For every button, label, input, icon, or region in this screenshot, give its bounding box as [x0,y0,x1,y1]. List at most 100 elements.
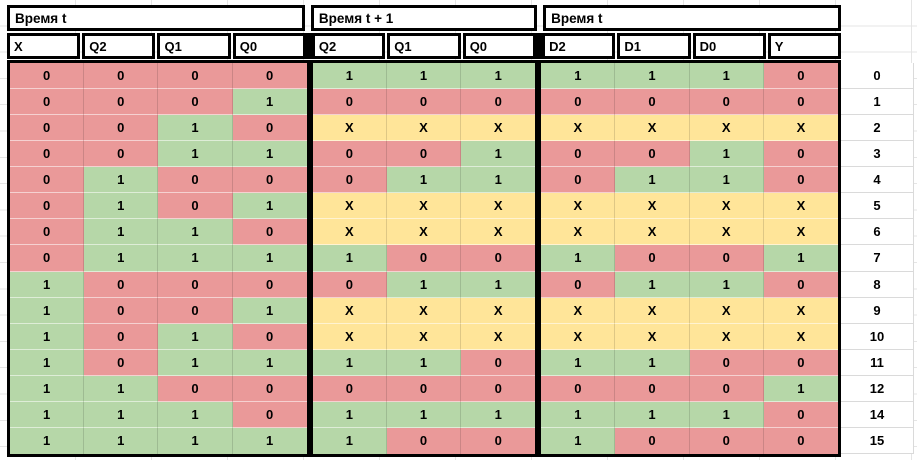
table-cell[interactable]: X [312,193,387,220]
table-cell[interactable]: 0 [84,89,159,116]
table-cell[interactable]: 1 [386,167,462,194]
table-cell[interactable]: 0 [386,245,462,272]
table-cell[interactable]: 1 [615,271,690,298]
table-cell[interactable]: 1 [312,427,387,454]
table-cell[interactable]: 0 [763,167,839,194]
column-header-q0[interactable]: Q0 [232,33,306,59]
table-cell[interactable]: 1 [312,349,387,376]
table-cell[interactable]: 1 [461,401,536,428]
table-cell[interactable]: 1 [158,219,233,246]
table-cell[interactable]: 0 [541,375,616,402]
table-cell[interactable]: 1 [689,63,764,90]
table-cell[interactable]: 0 [84,349,159,376]
table-cell[interactable]: X [763,115,839,142]
table-cell[interactable]: 1 [615,167,690,194]
table-cell[interactable]: 0 [312,167,387,194]
row-number[interactable]: 10 [841,324,913,350]
table-cell[interactable]: 0 [158,297,233,324]
table-cell[interactable]: 1 [10,323,85,350]
table-cell[interactable]: X [615,219,690,246]
table-cell[interactable]: 1 [312,245,387,272]
table-cell[interactable]: 0 [10,193,85,220]
table-cell[interactable]: 0 [615,427,690,454]
table-cell[interactable]: 0 [10,115,85,142]
table-cell[interactable]: 0 [10,141,85,168]
table-cell[interactable]: X [386,323,462,350]
row-number[interactable]: 3 [841,141,913,168]
table-cell[interactable]: 1 [158,349,233,376]
table-cell[interactable]: 0 [763,63,839,90]
table-cell[interactable]: 1 [10,349,85,376]
table-cell[interactable]: X [541,297,616,324]
table-cell[interactable]: 0 [232,219,307,246]
table-cell[interactable]: 0 [461,375,536,402]
table-cell[interactable]: X [689,115,764,142]
table-cell[interactable]: 1 [158,323,233,350]
table-cell[interactable]: 0 [232,271,307,298]
table-cell[interactable]: X [461,323,536,350]
table-cell[interactable]: 0 [615,141,690,168]
table-cell[interactable]: 0 [312,375,387,402]
table-cell[interactable]: 0 [615,245,690,272]
table-cell[interactable]: 1 [541,427,616,454]
table-cell[interactable]: 1 [232,141,307,168]
table-cell[interactable]: 1 [386,349,462,376]
table-cell[interactable]: 0 [689,349,764,376]
table-cell[interactable]: 0 [461,89,536,116]
table-cell[interactable]: X [386,115,462,142]
row-number[interactable]: 11 [841,350,913,376]
table-cell[interactable]: 0 [763,141,839,168]
table-cell[interactable]: 1 [158,141,233,168]
table-cell[interactable]: X [386,193,462,220]
table-cell[interactable]: X [541,193,616,220]
table-cell[interactable]: 0 [10,219,85,246]
table-cell[interactable]: 0 [615,375,690,402]
table-cell[interactable]: 0 [158,63,233,90]
table-cell[interactable]: 1 [386,63,462,90]
table-cell[interactable]: 1 [232,89,307,116]
table-cell[interactable]: X [312,297,387,324]
row-number[interactable]: 1 [841,89,913,116]
table-cell[interactable]: 0 [232,63,307,90]
table-cell[interactable]: 0 [615,89,690,116]
table-cell[interactable]: 0 [232,167,307,194]
table-cell[interactable]: 0 [386,375,462,402]
table-cell[interactable]: 0 [84,141,159,168]
table-cell[interactable]: 1 [763,245,839,272]
table-cell[interactable]: 0 [312,89,387,116]
table-cell[interactable]: 1 [232,297,307,324]
table-cell[interactable]: X [689,297,764,324]
table-cell[interactable]: 1 [158,245,233,272]
table-cell[interactable]: 1 [541,401,616,428]
table-cell[interactable]: 0 [158,193,233,220]
table-cell[interactable]: 0 [541,141,616,168]
table-cell[interactable]: X [461,193,536,220]
table-cell[interactable]: 0 [232,375,307,402]
table-cell[interactable]: X [461,297,536,324]
table-cell[interactable]: 0 [158,167,233,194]
table-cell[interactable]: 1 [10,401,85,428]
table-cell[interactable]: 0 [232,401,307,428]
table-cell[interactable]: X [763,297,839,324]
table-cell[interactable]: 1 [84,401,159,428]
table-cell[interactable]: X [386,297,462,324]
table-cell[interactable]: 0 [386,141,462,168]
table-cell[interactable]: 1 [158,401,233,428]
table-cell[interactable]: X [615,323,690,350]
table-cell[interactable]: 0 [312,271,387,298]
row-number[interactable]: 0 [841,63,913,90]
table-cell[interactable]: 0 [84,297,159,324]
table-cell[interactable]: 0 [158,271,233,298]
table-cell[interactable]: X [541,115,616,142]
table-cell[interactable]: 1 [10,297,85,324]
table-cell[interactable]: 0 [10,63,85,90]
table-cell[interactable]: 1 [232,245,307,272]
table-cell[interactable]: 1 [10,427,85,454]
table-cell[interactable]: 0 [461,245,536,272]
table-cell[interactable]: 1 [689,401,764,428]
table-cell[interactable]: 0 [312,141,387,168]
column-header-q2[interactable]: Q2 [82,33,156,59]
table-cell[interactable]: 0 [461,349,536,376]
table-cell[interactable]: 1 [84,219,159,246]
table-cell[interactable]: 1 [312,63,387,90]
